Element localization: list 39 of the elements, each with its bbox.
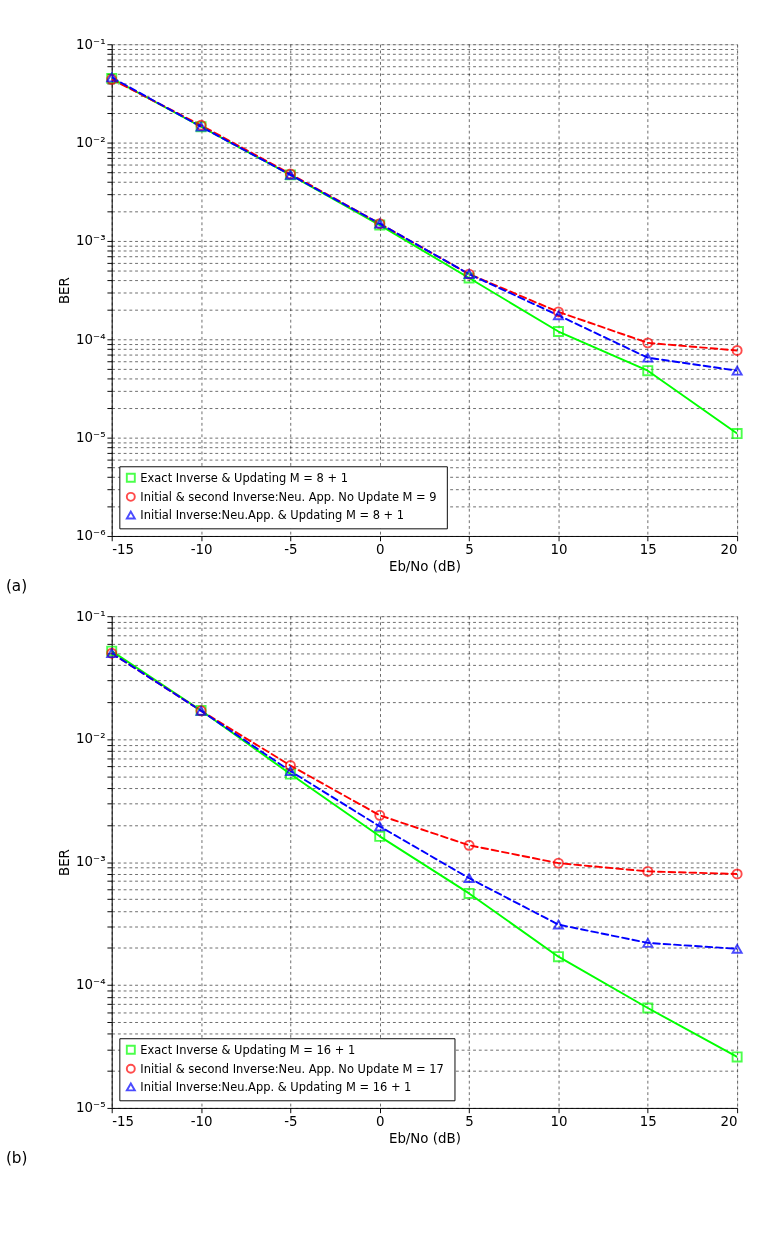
x-tick-label: -5: [284, 1113, 298, 1129]
x-tick-label: 15: [639, 541, 657, 557]
x-tick-label: -10: [190, 541, 213, 557]
legend-label: Initial & second Inverse:Neu. App. No Update M = 9: [140, 489, 437, 504]
x-tick-label: 10: [550, 1113, 568, 1129]
x-tick-label: 20: [720, 1113, 738, 1129]
y-axis-title: BER: [57, 277, 73, 305]
legend-label: Initial & second Inverse:Neu. App. No Update M = 17: [140, 1061, 444, 1076]
x-tick-label: -15: [112, 541, 135, 557]
x-tick-label: -5: [284, 541, 298, 557]
text: (a): [5, 577, 28, 596]
y-axis-title: BER: [57, 849, 73, 876]
legend-label: Exact Inverse & Updating M = 16 + 1: [140, 1042, 356, 1057]
y-tick-label: 10⁻³: [76, 854, 106, 870]
y-tick-label: 10⁻⁴: [76, 331, 106, 347]
y-tick-label: 10⁻⁵: [76, 429, 106, 445]
x-tick-label: 0: [375, 1113, 385, 1129]
x-axis-title: Eb/No (dB): [388, 558, 461, 574]
text: (b): [5, 1149, 28, 1168]
x-tick-label: -10: [190, 1113, 213, 1129]
x-tick-label: 0: [375, 541, 385, 557]
x-axis-title: Eb/No (dB): [388, 1130, 461, 1146]
y-tick-label: 10⁻²: [76, 731, 106, 747]
legend-label: Initial Inverse:Neu.App. & Updating M = 8 + 1: [140, 507, 405, 522]
y-tick-label: 10⁻¹: [76, 36, 106, 52]
y-tick-label: 10⁻²: [76, 134, 106, 150]
y-tick-label: 10⁻³: [76, 233, 106, 249]
y-tick-label: 10⁻⁶: [76, 528, 106, 544]
legend-label: Exact Inverse & Updating M = 8 + 1: [140, 470, 348, 485]
x-tick-label: -15: [112, 1113, 135, 1129]
x-tick-label: 5: [465, 1113, 474, 1129]
y-tick-label: 10⁻⁴: [76, 977, 106, 993]
x-tick-label: 15: [639, 1113, 657, 1129]
x-tick-label: 20: [720, 541, 738, 557]
legend-label: Initial Inverse:Neu.App. & Updating M = 16 + 1: [140, 1079, 412, 1094]
y-tick-label: 10⁻⁵: [76, 1100, 106, 1116]
y-tick-label: 10⁻¹: [76, 608, 106, 624]
x-tick-label: 5: [465, 541, 474, 557]
x-tick-label: 10: [550, 541, 568, 557]
